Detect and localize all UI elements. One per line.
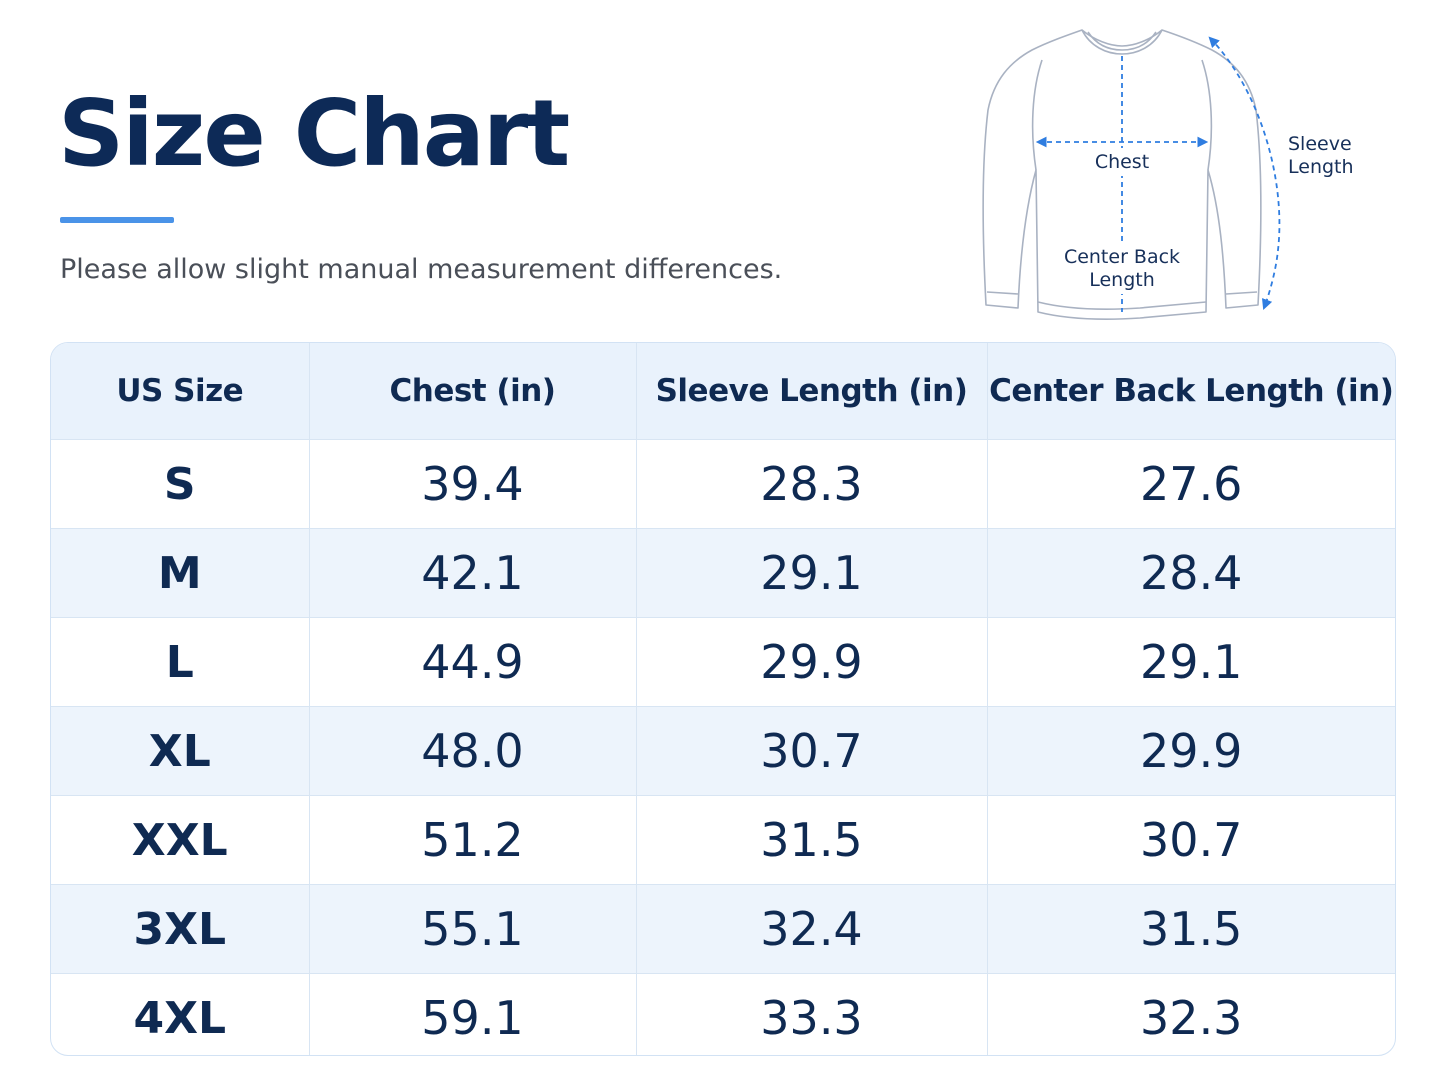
header-us-size: US Size bbox=[51, 343, 310, 440]
table-header-row: US Size Chest (in) Sleeve Length (in) Ce… bbox=[51, 343, 1395, 440]
cell-chest: 48.0 bbox=[309, 706, 637, 796]
cell-chest: 59.1 bbox=[309, 973, 637, 1055]
cell-size: XXL bbox=[51, 795, 310, 885]
cell-sleeve: 28.3 bbox=[636, 439, 988, 529]
title-accent-bar bbox=[60, 217, 174, 223]
cell-chest: 51.2 bbox=[309, 795, 637, 885]
table-row: 3XL 55.1 32.4 31.5 bbox=[51, 884, 1395, 974]
table-row: XXL 51.2 31.5 30.7 bbox=[51, 795, 1395, 885]
measurement-lines bbox=[1035, 36, 1281, 312]
table-row: 4XL 59.1 33.3 32.3 bbox=[51, 973, 1395, 1055]
header-sleeve-length: Sleeve Length (in) bbox=[636, 343, 988, 440]
cell-size: 3XL bbox=[51, 884, 310, 974]
cell-sleeve: 32.4 bbox=[636, 884, 988, 974]
cell-sleeve: 33.3 bbox=[636, 973, 988, 1055]
cell-sleeve: 31.5 bbox=[636, 795, 988, 885]
cell-size: 4XL bbox=[51, 973, 310, 1055]
sleeve-label-line1: Sleeve bbox=[1288, 133, 1352, 155]
page-title: Size Chart bbox=[58, 80, 570, 187]
chest-label: Chest bbox=[1095, 151, 1149, 173]
sleeve-measure-line bbox=[1208, 36, 1281, 311]
header-chest: Chest (in) bbox=[309, 343, 637, 440]
cell-sleeve: 29.9 bbox=[636, 617, 988, 707]
cell-chest: 39.4 bbox=[309, 439, 637, 529]
cell-back: 27.6 bbox=[987, 439, 1395, 529]
cell-back: 32.3 bbox=[1140, 991, 1243, 1045]
cell-size: S bbox=[51, 439, 310, 529]
center-back-label-line2: Length bbox=[1089, 269, 1155, 291]
cell-size: L bbox=[51, 617, 310, 707]
table-row: L 44.9 29.9 29.1 bbox=[51, 617, 1395, 707]
table-row: XL 48.0 30.7 29.9 bbox=[51, 706, 1395, 796]
cell-back: 29.9 bbox=[987, 706, 1395, 796]
cell-back: 31.5 bbox=[987, 884, 1395, 974]
cell-sleeve: 30.7 bbox=[636, 706, 988, 796]
cell-chest: 55.1 bbox=[309, 884, 637, 974]
sleeve-label-line2: Length bbox=[1288, 156, 1354, 178]
cell-sleeve: 29.1 bbox=[636, 528, 988, 618]
cell-size: XL bbox=[51, 706, 310, 796]
cell-chest: 44.9 bbox=[309, 617, 637, 707]
page-subtitle: Please allow slight manual measurement d… bbox=[60, 254, 783, 285]
sweater-measurement-diagram: Chest Center Back Length Sleeve Length bbox=[982, 29, 1354, 320]
header-center-back-length: Center Back Length (in) bbox=[987, 343, 1395, 440]
table-row: M 42.1 29.1 28.4 bbox=[51, 528, 1395, 618]
size-table: US Size Chest (in) Sleeve Length (in) Ce… bbox=[51, 343, 1395, 1055]
table-row: S 39.4 28.3 27.6 bbox=[51, 439, 1395, 529]
cell-back: 30.7 bbox=[987, 795, 1395, 885]
size-table-container: US Size Chest (in) Sleeve Length (in) Ce… bbox=[50, 342, 1396, 1056]
cell-size: M bbox=[51, 528, 310, 618]
center-back-label-line1: Center Back bbox=[1064, 246, 1180, 268]
cell-back: 28.4 bbox=[987, 528, 1395, 618]
cell-back: 29.1 bbox=[987, 617, 1395, 707]
cell-chest: 42.1 bbox=[309, 528, 637, 618]
